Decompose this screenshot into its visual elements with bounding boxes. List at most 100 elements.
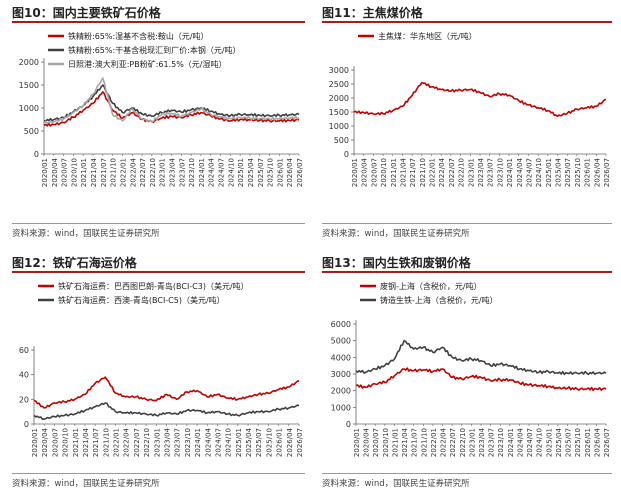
x-tick-label: 2024/10 xyxy=(227,158,235,187)
x-tick-label: 2026/04 xyxy=(286,157,294,187)
legend-label: 铁精粉:65%:干基含税现汇到厂价:本钢（元/吨） xyxy=(68,45,241,55)
x-tick-label: 2021/01 xyxy=(72,428,80,457)
x-tick-label: 2020/10 xyxy=(380,158,388,187)
x-tick-label: 2024/04 xyxy=(204,427,212,457)
x-tick-label: 2024/07 xyxy=(218,158,226,187)
x-tick-label: 2024/10 xyxy=(225,428,233,457)
source-note: 资料来源：wind，国联民生证券研究所 xyxy=(322,229,470,239)
x-tick-label: 2023/07 xyxy=(178,158,186,187)
x-tick-label: 2023/01 xyxy=(159,158,167,187)
x-tick-label: 2020/01 xyxy=(41,158,49,187)
chart-title: 图11：主焦煤价格 xyxy=(322,6,423,20)
x-tick-label: 2023/10 xyxy=(184,428,192,457)
x-tick-label: 2021/04 xyxy=(401,427,409,457)
legend-label: 主焦煤：华东地区（元/吨） xyxy=(378,31,477,41)
legend-label: 铁矿石海运费：巴西图巴朗-青岛(BCI-C3)（美元/吨） xyxy=(58,281,249,291)
x-tick-label: 2022/07 xyxy=(133,428,141,457)
x-tick-label: 2022/04 xyxy=(440,427,448,457)
y-tick-label: 1500 xyxy=(329,108,349,117)
title-underline xyxy=(322,21,612,23)
x-tick-label: 2025/01 xyxy=(545,428,553,457)
x-tick-label: 2020/04 xyxy=(51,157,59,187)
x-tick-label: 2021/07 xyxy=(92,428,100,457)
x-tick-label: 2024/07 xyxy=(526,428,534,457)
x-tick-label: 2026/01 xyxy=(584,158,592,187)
x-tick-label: 2024/01 xyxy=(194,428,202,457)
y-tick-label: 4000 xyxy=(331,353,351,362)
x-tick-label: 2024/01 xyxy=(506,158,514,187)
x-tick-label: 2023/01 xyxy=(468,428,476,457)
chart-panel-pig-iron-scrap: 图13：国内生铁和废钢价格 0 1000 2000 3000 4000 5000 6000 2… xyxy=(322,254,612,494)
y-tick-label: 20 xyxy=(19,395,29,404)
x-tick-label: 2025/10 xyxy=(267,158,275,187)
x-tick-label: 2026/04 xyxy=(286,427,294,457)
x-tick-label: 2023/10 xyxy=(497,428,505,457)
x-tick-label: 2023/01 xyxy=(467,158,475,187)
source-note: 资料来源：wind，国联民生证券研究所 xyxy=(12,479,160,489)
x-tick-label: 2023/07 xyxy=(487,158,495,187)
legend-label: 日照港:澳大利亚:PB粉矿:61.5%（元/湿吨） xyxy=(68,59,227,69)
x-tick-label: 2021/01 xyxy=(390,158,398,187)
x-tick-label: 2020/01 xyxy=(351,158,359,187)
x-tick-label: 2026/01 xyxy=(276,158,284,187)
x-tick-label: 2025/01 xyxy=(545,158,553,187)
x-tick-label: 2024/10 xyxy=(536,428,544,457)
x-tick-label: 2020/10 xyxy=(62,428,70,457)
x-tick-label: 2023/04 xyxy=(477,157,485,187)
x-tick-label: 2024/01 xyxy=(198,158,206,187)
x-tick-label: 2021/07 xyxy=(100,158,108,187)
y-tick-label: 1000 xyxy=(331,403,351,412)
x-tick-label: 2020/07 xyxy=(51,428,59,457)
x-tick-label: 2022/07 xyxy=(449,428,457,457)
series-line xyxy=(43,91,300,127)
x-tick-label: 2021/10 xyxy=(419,158,427,187)
y-tick-label: 1500 xyxy=(19,81,39,90)
legend-label: 铁矿石海运费：西澳-青岛(BCI-C5)（美元/吨） xyxy=(58,295,225,305)
chart-title: 图12：铁矿石海运价格 xyxy=(12,256,137,270)
y-tick-label: 500 xyxy=(24,127,39,136)
series-line xyxy=(355,367,607,392)
y-tick-label: 0 xyxy=(344,150,349,159)
x-tick-label: 2026/04 xyxy=(593,157,601,187)
x-tick-label: 2022/10 xyxy=(149,158,157,187)
x-tick-label: 2021/01 xyxy=(80,158,88,187)
y-tick-label: 5000 xyxy=(331,337,351,346)
chart-plot-iron-ore: 0 500 1000 1500 2000 2020/01 2020/04 2020/07 202… xyxy=(19,31,304,187)
x-tick-label: 2026/01 xyxy=(584,428,592,457)
x-tick-label: 2023/04 xyxy=(169,157,177,187)
legend-label: 铁精粉:65%:湿基不含税:鞍山（元/吨） xyxy=(68,31,209,41)
x-tick-label: 2023/01 xyxy=(153,428,161,457)
y-tick-label: 3000 xyxy=(331,370,351,379)
series-line xyxy=(353,81,607,117)
series-line xyxy=(33,376,300,409)
x-tick-label: 2021/10 xyxy=(102,428,110,457)
y-tick-label: 0 xyxy=(34,150,39,159)
x-tick-label: 2022/07 xyxy=(448,158,456,187)
x-tick-label: 2025/04 xyxy=(245,427,253,457)
y-tick-label: 500 xyxy=(334,136,349,145)
y-tick-label: 2000 xyxy=(331,387,351,396)
x-tick-label: 2026/07 xyxy=(603,158,611,187)
x-tick-label: 2025/07 xyxy=(564,158,572,187)
chart-title: 图10：国内主要铁矿石价格 xyxy=(12,6,161,20)
x-tick-label: 2025/07 xyxy=(255,428,263,457)
x-tick-label: 2025/04 xyxy=(555,157,563,187)
x-tick-label: 2026/07 xyxy=(603,428,611,457)
y-tick-label: 60 xyxy=(19,346,29,355)
legend-label: 铸造生铁-上海（含税价，元/吨） xyxy=(380,295,498,305)
x-tick-label: 2022/10 xyxy=(459,428,467,457)
chart-panel-coking-coal: 图11：主焦煤价格 0 500 1000 1500 2000 2500 3000 2020/0… xyxy=(322,4,612,244)
series-line xyxy=(33,402,300,420)
y-tick-label: 1000 xyxy=(19,104,39,113)
x-tick-label: 2026/01 xyxy=(276,428,284,457)
series-line xyxy=(355,339,607,376)
x-tick-label: 2020/07 xyxy=(370,158,378,187)
y-tick-label: 1000 xyxy=(329,122,349,131)
x-tick-label: 2023/10 xyxy=(188,158,196,187)
x-tick-label: 2020/07 xyxy=(61,158,69,187)
x-tick-label: 2023/04 xyxy=(478,427,486,457)
title-underline xyxy=(12,21,305,23)
y-tick-label: 2500 xyxy=(329,80,349,89)
y-tick-label: 2000 xyxy=(19,58,39,67)
